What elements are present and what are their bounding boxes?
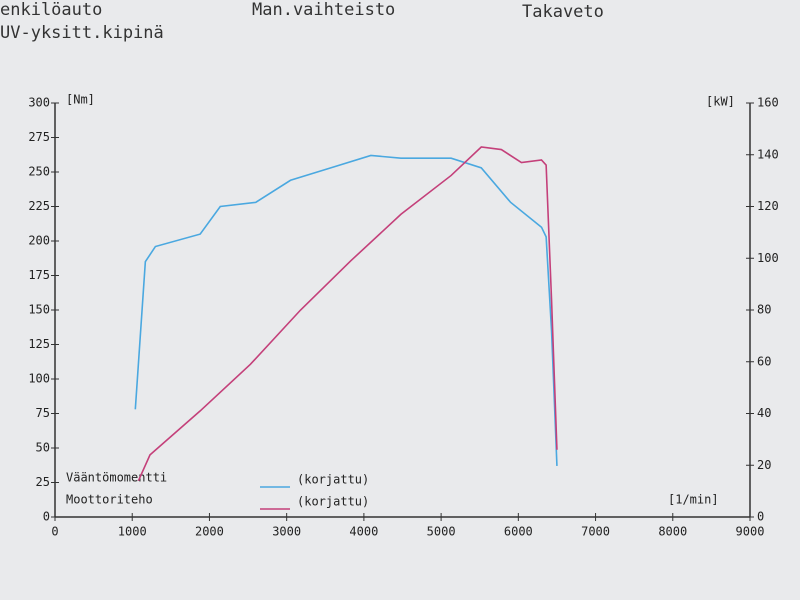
y-tick-label: 200: [28, 234, 50, 248]
y2-tick-label: 0: [757, 510, 764, 524]
y-tick-label: 100: [28, 372, 50, 386]
legend-note: (korjattu): [297, 495, 369, 509]
y-tick-label: 75: [36, 406, 50, 420]
y2-tick-label: 20: [757, 458, 771, 472]
y-tick-label: 250: [28, 165, 50, 179]
x-tick-label: 2000: [195, 525, 224, 539]
x-tick-label: 0: [51, 525, 58, 539]
y-axis-label: [Nm]: [66, 93, 95, 107]
y2-tick-label: 40: [757, 406, 771, 420]
y-tick-label: 175: [28, 268, 50, 282]
y2-tick-label: 80: [757, 303, 771, 317]
y-tick-label: 275: [28, 130, 50, 144]
y2-tick-label: 100: [757, 251, 779, 265]
y-tick-label: 125: [28, 337, 50, 351]
y2-tick-label: 60: [757, 354, 771, 368]
y-tick-label: 225: [28, 199, 50, 213]
legend-label: Vääntömomentti: [66, 471, 167, 485]
x-axis-label: [1/min]: [668, 493, 719, 507]
series-line: [137, 146, 558, 482]
y-tick-label: 50: [36, 441, 50, 455]
x-tick-label: 9000: [736, 525, 765, 539]
y-tick-label: 0: [43, 510, 50, 524]
header-text: UV-yksitt.kipinä: [0, 23, 164, 43]
y-tick-label: 150: [28, 303, 50, 317]
x-tick-label: 1000: [118, 525, 147, 539]
x-tick-label: 6000: [504, 525, 533, 539]
header-text: Man.vaihteisto: [252, 0, 395, 20]
y2-tick-label: 160: [757, 96, 779, 110]
series-line: [134, 154, 558, 466]
header-text: Takaveto: [522, 2, 604, 22]
legend-note: (korjattu): [297, 473, 369, 487]
x-tick-label: 5000: [427, 525, 456, 539]
y2-tick-label: 120: [757, 199, 779, 213]
x-tick-label: 4000: [349, 525, 378, 539]
y2-axis-label: [kW]: [706, 95, 735, 109]
y-tick-label: 300: [28, 96, 50, 110]
header-text: enkilöauto: [0, 0, 102, 20]
x-tick-label: 3000: [272, 525, 301, 539]
x-tick-label: 8000: [658, 525, 687, 539]
x-tick-label: 7000: [581, 525, 610, 539]
legend-label: Moottoriteho: [66, 493, 153, 507]
y2-tick-label: 140: [757, 147, 779, 161]
y-tick-label: 25: [36, 475, 50, 489]
